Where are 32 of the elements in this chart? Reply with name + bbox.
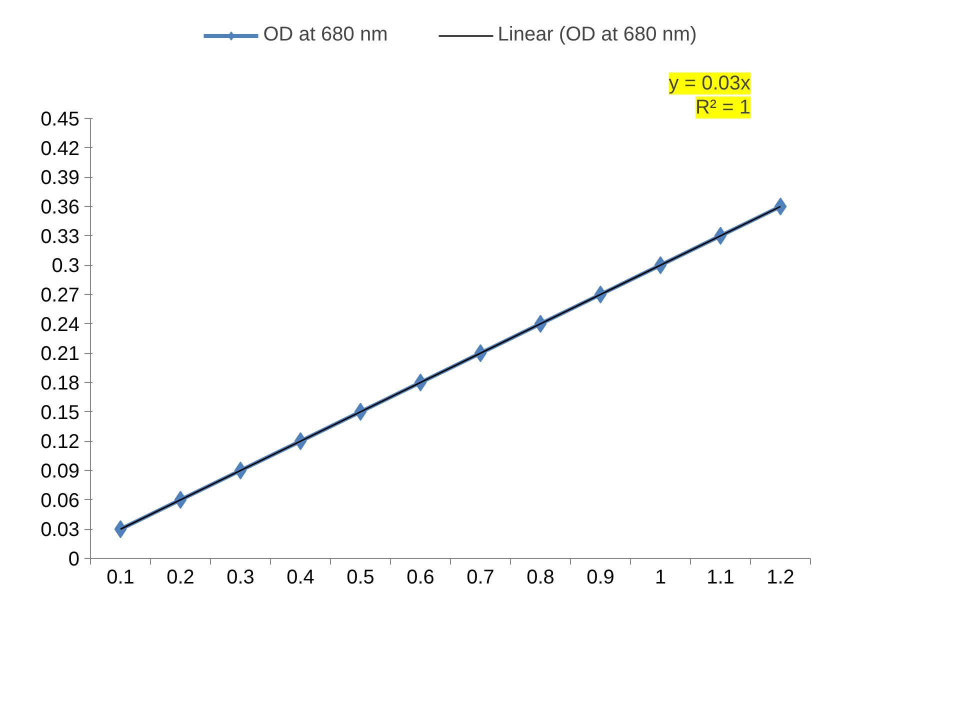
x-tick-label: 1.1	[706, 566, 734, 588]
y-tick-label: 0.21	[40, 343, 80, 366]
x-tick-label: 1.2	[766, 566, 794, 588]
y-tick-label: 0.06	[40, 490, 80, 512]
y-tick-label: 0.12	[40, 431, 80, 454]
y-tick-label: 0.45	[40, 108, 80, 130]
x-tick-label: 0.6	[406, 566, 434, 588]
x-tick-label: 0.9	[586, 566, 614, 588]
y-tick-label: 0.18	[40, 372, 80, 394]
x-tick-label: 0.1	[106, 566, 134, 588]
y-tick-label: 0.36	[40, 196, 80, 218]
y-tick-label: 0.39	[40, 167, 80, 190]
x-tick-label: 0.4	[286, 566, 314, 588]
x-tick-label: 0.8	[526, 566, 554, 588]
legend-label: OD at 680 nm	[263, 24, 388, 46]
y-tick-label: 0.27	[40, 284, 80, 306]
x-tick-label: 0.2	[166, 566, 194, 588]
y-tick-label: 0.24	[40, 314, 80, 336]
text: y = 0.03x	[668, 72, 750, 94]
x-tick-label: 0.5	[346, 566, 374, 588]
y-tick-label: 0	[68, 548, 80, 570]
annotation: R² = 1	[695, 96, 751, 118]
y-tick-label: 0.03	[40, 519, 80, 542]
y-tick-label: 0.09	[40, 460, 80, 482]
y-tick-label: 0.33	[40, 226, 80, 248]
y-tick-label: 0.15	[40, 402, 80, 424]
legend-label: Linear (OD at 680 nm)	[498, 24, 697, 46]
x-tick-label: 0.7	[466, 566, 494, 588]
x-tick-label: 0.3	[226, 566, 254, 588]
y-tick-label: 0.3	[52, 255, 80, 278]
y-tick-label: 0.42	[40, 138, 80, 160]
x-tick-label: 1	[654, 566, 666, 588]
